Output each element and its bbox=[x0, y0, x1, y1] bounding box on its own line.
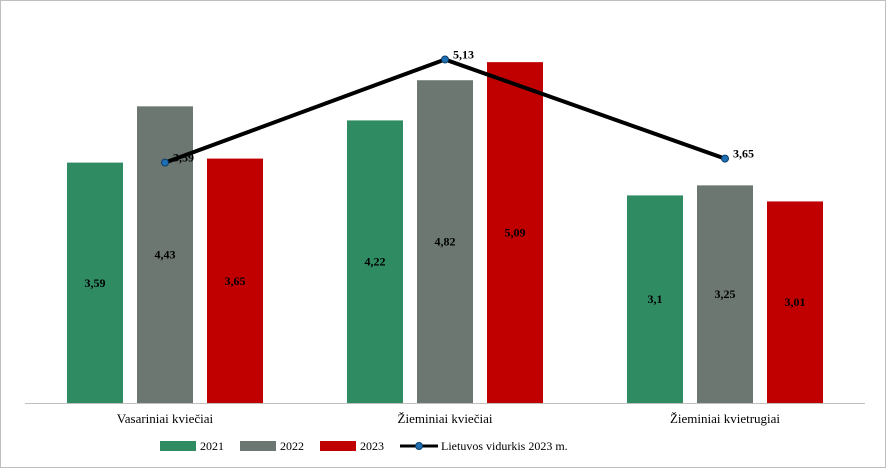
legend-swatch-2021 bbox=[160, 441, 196, 451]
bar-value-label: 4,22 bbox=[365, 255, 386, 269]
legend-swatch-2022 bbox=[240, 441, 276, 451]
average-value-label: 3,59 bbox=[173, 151, 194, 165]
legend-label: 2023 bbox=[360, 439, 384, 453]
average-point bbox=[441, 55, 449, 64]
legend-label: Lietuvos vidurkis 2023 m. bbox=[441, 439, 568, 453]
category-labels-group: Vasariniai kviečiai Žieminiai kviečiai Žie… bbox=[117, 411, 781, 426]
bar-value-label: 3,01 bbox=[785, 295, 806, 309]
bar-value-label: 3,1 bbox=[648, 292, 663, 306]
average-line-group: 3,59 5,13 3,65 bbox=[161, 47, 754, 167]
bar-value-label: 3,25 bbox=[715, 287, 736, 301]
category-label: Vasariniai kviečiai bbox=[117, 411, 214, 426]
average-value-label: 5,13 bbox=[453, 47, 474, 61]
bar-2021-3 bbox=[627, 195, 683, 403]
average-value-label: 3,65 bbox=[733, 147, 754, 161]
bar-2023-2 bbox=[487, 62, 543, 403]
average-point bbox=[161, 158, 169, 167]
bar-value-label: 4,43 bbox=[155, 248, 176, 262]
legend-label: 2022 bbox=[280, 439, 304, 453]
bar-value-label: 3,65 bbox=[225, 274, 246, 288]
bar-2021-1 bbox=[67, 162, 123, 403]
legend-label: 2021 bbox=[200, 439, 224, 453]
bar-2021-2 bbox=[347, 120, 403, 404]
legend-swatch-2023 bbox=[320, 441, 356, 451]
bar-labels-group: 3,59 4,43 3,65 4,22 4,82 5,09 3,1 3,25 3,01 bbox=[85, 226, 806, 310]
bar-2023-1 bbox=[207, 158, 263, 403]
bar-2023-3 bbox=[767, 201, 823, 403]
bar-value-label: 5,09 bbox=[505, 226, 526, 240]
legend: 2021 2022 2023 Lietuvos vidurkis 2023 m. bbox=[160, 439, 568, 453]
bar-value-label: 4,82 bbox=[435, 235, 456, 249]
bar-2022-3 bbox=[697, 185, 753, 403]
average-point bbox=[721, 154, 729, 163]
category-label: Žieminiai kvietrugiai bbox=[670, 411, 780, 426]
bar-2022-2 bbox=[417, 80, 473, 403]
bars-group bbox=[67, 62, 823, 404]
bar-value-label: 3,59 bbox=[85, 276, 106, 290]
legend-line-marker bbox=[415, 442, 423, 450]
category-label: Žieminiai kviečiai bbox=[398, 411, 493, 426]
